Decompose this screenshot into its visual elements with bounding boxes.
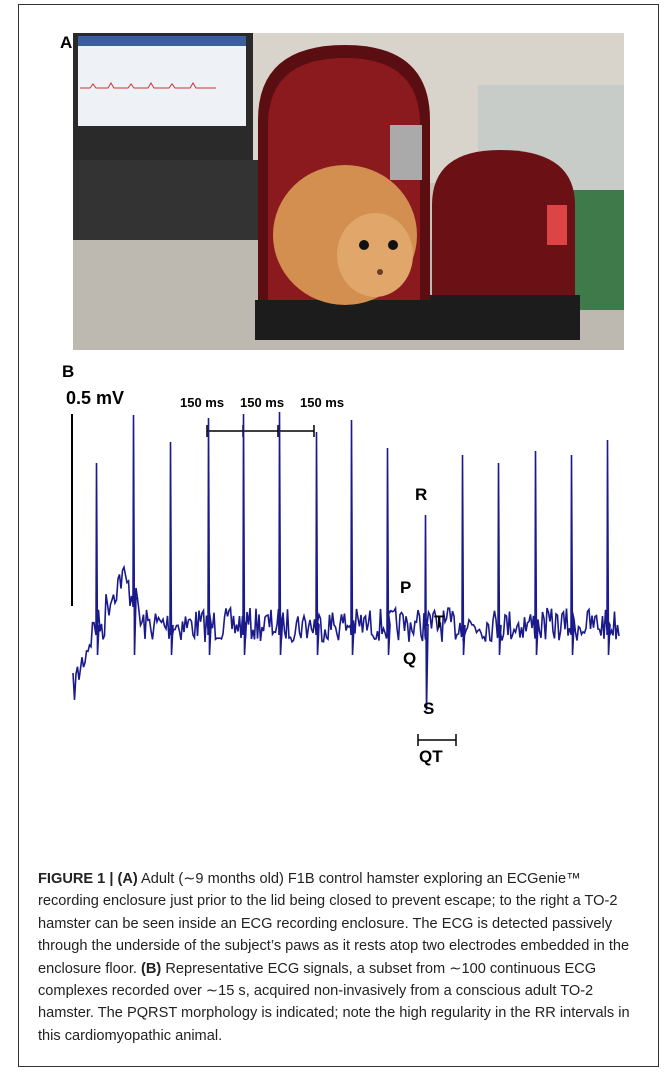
- caption-part-label: (A): [118, 871, 138, 887]
- scale-bar-label: 0.5 mV: [66, 388, 124, 408]
- wave-label: P: [400, 578, 411, 597]
- qt-bar: [418, 734, 456, 746]
- time-scale-label: 150 ms: [300, 395, 344, 410]
- wave-labels: R P T Q S QT: [400, 485, 445, 766]
- wave-label: Q: [403, 649, 416, 668]
- panel-label: B: [62, 362, 74, 381]
- photo: [73, 33, 624, 350]
- panel-label: A: [60, 33, 72, 52]
- wave-label: S: [423, 699, 434, 718]
- ecg-trace: [73, 412, 619, 710]
- figure-panels: A B 0.5 mV 150 ms 150 ms 150 ms R P T Q …: [0, 0, 670, 860]
- caption-label: FIGURE 1 |: [38, 871, 118, 887]
- time-scale-bar: [207, 425, 314, 437]
- figure-page: A B 0.5 mV 150 ms 150 ms 150 ms R P T Q …: [0, 0, 670, 1078]
- caption: FIGURE 1 | (A) Adult (∼9 months old) F1B…: [38, 868, 642, 1047]
- caption-part-label: (B): [141, 961, 161, 977]
- wave-label: QT: [419, 747, 443, 766]
- time-scale-label: 150 ms: [180, 395, 224, 410]
- wave-label: T: [434, 612, 445, 631]
- time-scale-label: 150 ms: [240, 395, 284, 410]
- wave-label: R: [415, 485, 427, 504]
